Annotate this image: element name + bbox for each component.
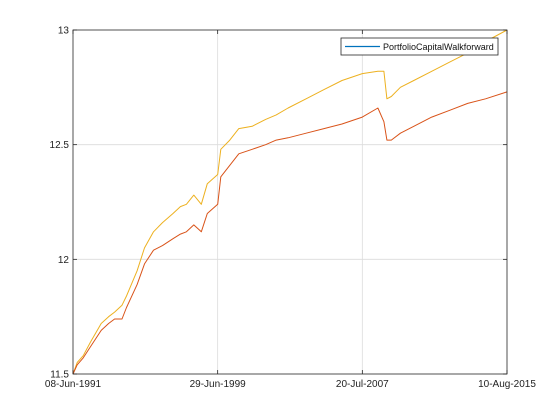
series-line-1 xyxy=(72,91,508,375)
x-tick-label-2: 20-Jul-2007 xyxy=(336,379,389,390)
y-tick-label-0: 11.5 xyxy=(50,370,69,381)
y-tick-label-2: 12.5 xyxy=(50,140,70,151)
y-tick-label-1: 12 xyxy=(58,255,70,266)
y-tick-label-3: 13 xyxy=(58,26,70,37)
legend: PortfolioCapitalWalkforward xyxy=(340,37,499,56)
x-tick-label-1: 29-Jun-1999 xyxy=(190,379,247,390)
legend-box xyxy=(340,37,499,56)
series-lines xyxy=(72,29,508,375)
x-tick-label-3: 10-Aug-2015 xyxy=(478,379,536,390)
plot-area-frame xyxy=(72,29,508,375)
legend-label: PortfolioCapitalWalkforward xyxy=(383,42,494,52)
x-tick-label-0: 08-Jun-1991 xyxy=(45,379,102,390)
series-line-0 xyxy=(72,29,508,375)
grid xyxy=(73,30,507,374)
axis-ticks: 08-Jun-1991 29-Jun-1999 20-Jul-2007 10-Aug-… xyxy=(45,26,536,391)
